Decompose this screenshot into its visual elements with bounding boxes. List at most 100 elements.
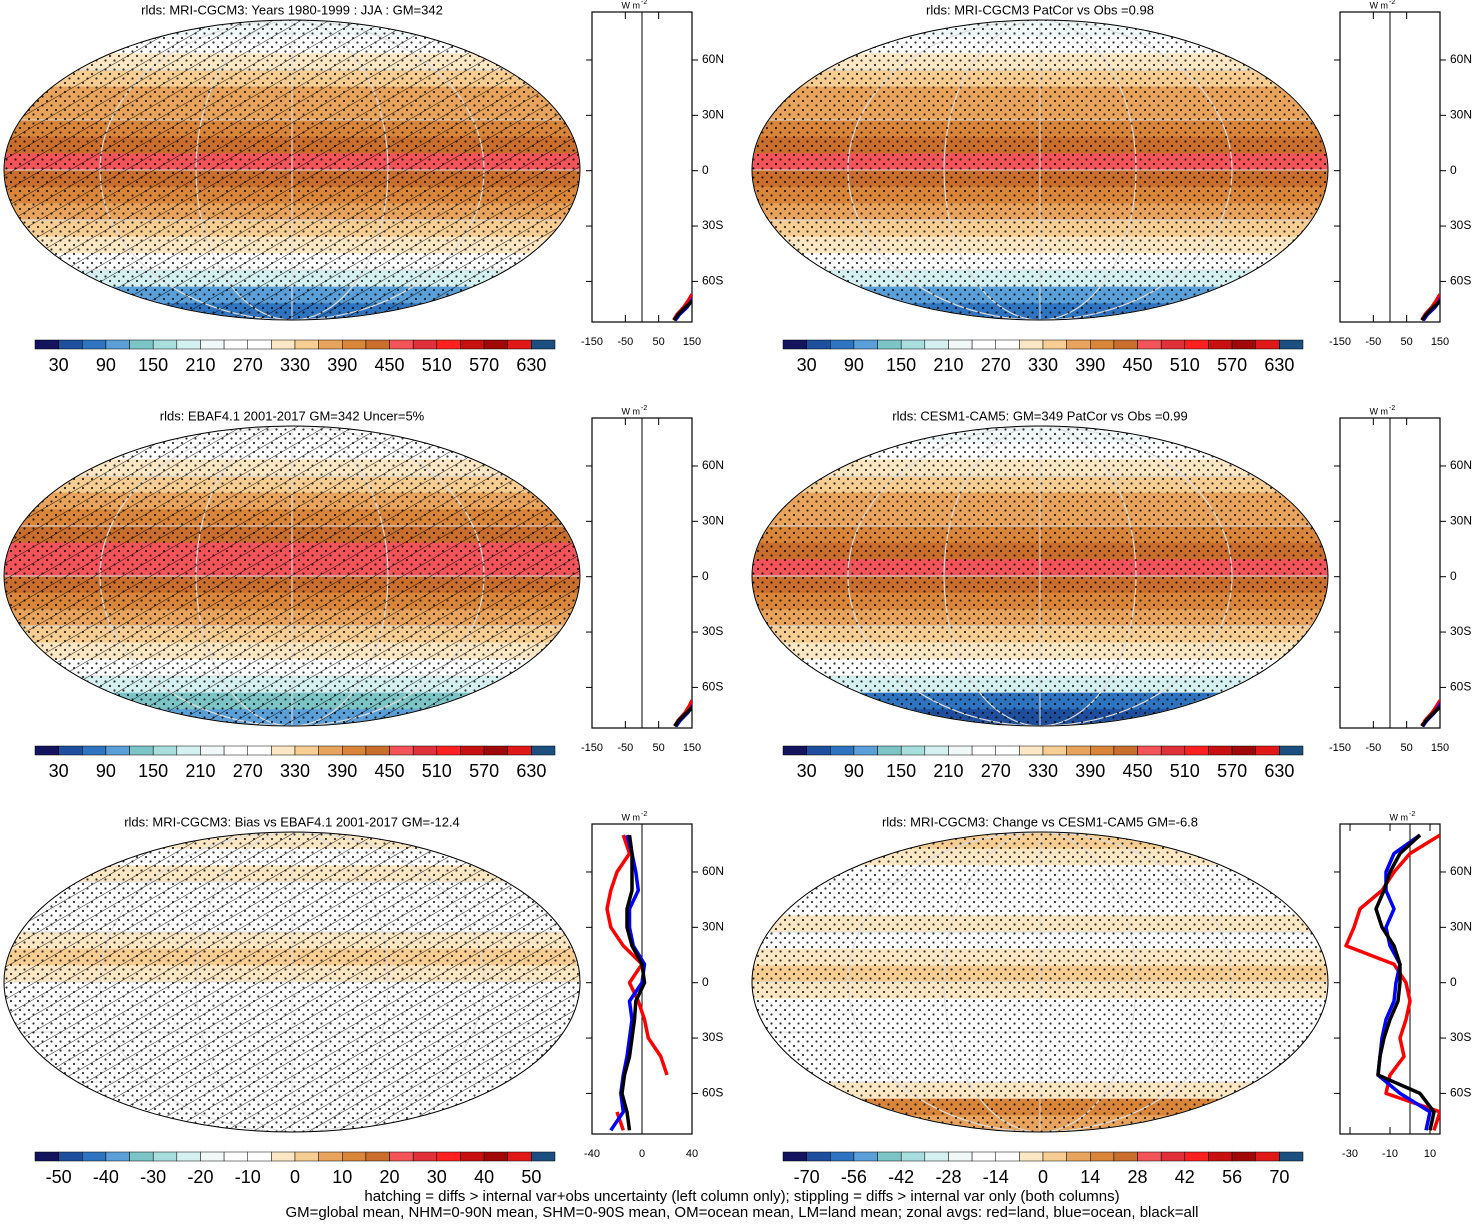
colorbar-box [35, 1152, 59, 1161]
units: W m [622, 812, 641, 822]
y-tick-label: 30S [1450, 1030, 1471, 1044]
colorbar-label: 20 [380, 1167, 400, 1187]
colorbar-label: 90 [96, 761, 116, 781]
colorbar-box [460, 1152, 484, 1161]
colorbar-label: 270 [233, 355, 263, 375]
colorbar-box [153, 340, 177, 349]
colorbar-label: 30 [797, 355, 817, 375]
colorbar-box [130, 1152, 154, 1161]
units: W m [1390, 812, 1409, 822]
panel-title: rlds: EBAF4.1 2001-2017 GM=342 Uncer=5% [160, 408, 425, 423]
x-tick-label: -150 [1329, 742, 1351, 754]
x-tick-label: -150 [581, 336, 603, 348]
colorbar-box [1161, 1152, 1185, 1161]
colorbar-label: 50 [521, 1167, 541, 1187]
colorbar-box [390, 746, 414, 755]
colorbar-label: 90 [96, 355, 116, 375]
map [4, 20, 580, 321]
colorbar-box [319, 746, 343, 755]
colorbar-box [996, 746, 1020, 755]
colorbar-label: 210 [185, 761, 215, 781]
colorbar-label: 210 [933, 355, 963, 375]
footer-line: hatching = diffs > internal var+obs unce… [364, 1188, 1119, 1205]
colorbar-box [1043, 746, 1067, 755]
colorbar-box [59, 746, 83, 755]
colorbar-label: 150 [138, 355, 168, 375]
colorbar-box [854, 340, 878, 349]
colorbar-box [901, 746, 925, 755]
colorbar-box [59, 340, 83, 349]
colorbar-box [830, 1152, 854, 1161]
colorbar-label: 570 [469, 355, 499, 375]
panel-title: rlds: CESM1-CAM5: GM=349 PatCor vs Obs =… [892, 408, 1188, 423]
colorbar-label: 56 [1222, 1167, 1242, 1187]
colorbar-box [248, 340, 272, 349]
colorbar-label: 40 [474, 1167, 494, 1187]
x-tick-label: -50 [617, 336, 633, 348]
y-tick-label: 30S [1450, 624, 1471, 638]
colorbar-box [342, 340, 366, 349]
colorbar-label: 390 [327, 355, 357, 375]
x-tick-label: 150 [1431, 742, 1449, 754]
colorbar-box [1090, 1152, 1114, 1161]
y-tick-label: 0 [702, 569, 709, 583]
colorbar-label: 450 [375, 761, 405, 781]
y-tick-label: 60S [702, 680, 723, 694]
colorbar-box [437, 340, 461, 349]
colorbar-box [200, 1152, 224, 1161]
colorbar-box [531, 746, 555, 755]
colorbar-box [460, 746, 484, 755]
colorbar-box [830, 746, 854, 755]
zonal-lines [1346, 835, 1440, 1130]
x-tick-label: 10 [1424, 1148, 1436, 1160]
colorbar-box [783, 1152, 807, 1161]
colorbar-box [925, 1152, 949, 1161]
zonal-line [1422, 294, 1447, 320]
units-exponent: -2 [1389, 405, 1395, 412]
y-tick-label: 60S [702, 274, 723, 288]
colorbar-label: 270 [981, 761, 1011, 781]
colorbar-label: 390 [327, 761, 357, 781]
colorbar-box [1232, 1152, 1256, 1161]
colorbar-label: -56 [841, 1167, 867, 1187]
colorbar-box [271, 746, 295, 755]
y-tick-label: 30S [702, 1030, 723, 1044]
colorbar-label: 30 [49, 761, 69, 781]
colorbar-label: 570 [1217, 355, 1247, 375]
colorbar-label: 450 [1123, 355, 1153, 375]
colorbar-label: 450 [1123, 761, 1153, 781]
colorbar-box [531, 340, 555, 349]
colorbar-box [1232, 746, 1256, 755]
colorbar-box [437, 746, 461, 755]
colorbar-box [319, 340, 343, 349]
colorbar-box [106, 746, 130, 755]
colorbar-box [295, 746, 319, 755]
colorbar-box [1019, 1152, 1043, 1161]
colorbar-label: 570 [469, 761, 499, 781]
x-tick-label: -50 [1365, 742, 1381, 754]
colorbar-box [153, 746, 177, 755]
map [4, 832, 580, 1133]
x-tick-label: -150 [581, 742, 603, 754]
colorbar-box [830, 340, 854, 349]
colorbar-label: 70 [1269, 1167, 1289, 1187]
units: W m [622, 0, 641, 10]
colorbar-label: 270 [233, 761, 263, 781]
y-tick-label: 0 [1450, 569, 1457, 583]
colorbar-box [854, 1152, 878, 1161]
colorbar-box [484, 746, 508, 755]
colorbar-box [1019, 340, 1043, 349]
colorbar-box [248, 746, 272, 755]
colorbar-label: 390 [1075, 761, 1105, 781]
colorbar-box [1208, 1152, 1232, 1161]
zonal-lines [607, 835, 667, 1130]
y-tick-label: 30N [1450, 920, 1472, 934]
colorbar-box [1161, 340, 1185, 349]
x-tick-label: -30 [1342, 1148, 1358, 1160]
units-exponent: -2 [1389, 0, 1395, 6]
colorbar-label: 330 [280, 355, 310, 375]
colorbar-box [1279, 746, 1303, 755]
colorbar-label: 510 [422, 761, 452, 781]
colorbar-label: 630 [1264, 761, 1294, 781]
colorbar-box [319, 1152, 343, 1161]
